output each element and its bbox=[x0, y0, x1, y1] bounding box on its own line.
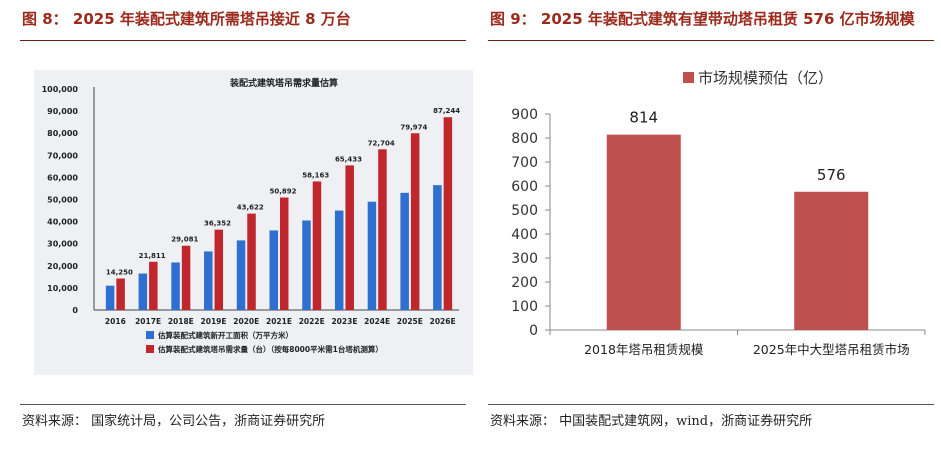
figure8-data-label: 65,433 bbox=[335, 155, 362, 163]
figure8-bar-tower-crane bbox=[280, 197, 289, 310]
figure9-title-rule bbox=[488, 40, 934, 41]
figure8-y-tick: 0 bbox=[72, 306, 78, 315]
figure8-data-label: 43,622 bbox=[237, 204, 264, 212]
figure8-bar-area bbox=[171, 262, 180, 310]
figure8-bar-area bbox=[138, 273, 148, 310]
figure8-x-tick: 2018E bbox=[168, 317, 194, 326]
figure8-bar-area bbox=[334, 210, 344, 310]
figure8-x-tick: 2020E bbox=[233, 317, 259, 326]
figure8-bar-tower-crane bbox=[378, 149, 387, 310]
figure8-bar-area bbox=[204, 251, 213, 310]
figure8-legend-label: 估算装配式建筑塔吊需求量（台）（按每8000平米需1台塔机测算） bbox=[157, 344, 383, 354]
figure9-source: 资料来源： 中国装配式建筑网，wind，浙商证券研究所 bbox=[490, 414, 813, 429]
figure8-bar-tower-crane bbox=[345, 165, 354, 310]
figure8-y-tick: 60,000 bbox=[47, 173, 78, 182]
figure8-x-tick: 2023E bbox=[331, 317, 357, 326]
figure8-data-label: 72,704 bbox=[368, 139, 395, 147]
figure8-data-label: 21,811 bbox=[139, 252, 166, 260]
figure9-legend-label: 市场规模预估（亿） bbox=[698, 69, 833, 87]
figure9-x-tick: 2025年中大型塔吊租赁市场 bbox=[753, 342, 910, 357]
figure9-title: 图 9： 2025 年装配式建筑有望带动塔吊租赁 576 亿市场规模 bbox=[490, 10, 915, 28]
figure8-y-tick: 100,000 bbox=[42, 85, 79, 94]
figure8-x-tick: 2026E bbox=[430, 317, 456, 326]
figure8-x-tick: 2024E bbox=[364, 317, 390, 326]
figure8-data-label: 50,892 bbox=[269, 188, 296, 196]
figure9-y-tick: 0 bbox=[529, 323, 538, 339]
figure8-legend-swatch bbox=[146, 345, 154, 353]
figure9-y-tick: 300 bbox=[511, 251, 538, 267]
figure8-source-rule bbox=[20, 404, 466, 405]
figure8-title: 图 8： 2025 年装配式建筑所需塔吊接近 8 万台 bbox=[22, 10, 351, 28]
figure9-y-tick: 400 bbox=[511, 227, 538, 243]
figure8-bar-area bbox=[400, 192, 409, 310]
figure8-chart-photo: 装配式建筑塔吊需求量估算 100,000 90,000 80,000 70,000 60,… bbox=[34, 70, 473, 375]
figure8-y-tick: 90,000 bbox=[47, 107, 78, 116]
figure9-data-label: 576 bbox=[817, 166, 846, 184]
figure8-x-tick: 2025E bbox=[397, 317, 423, 326]
figure9-chart-area: 市场规模预估（亿） 900 800 700 600 500 400 300 200 100 0 814… bbox=[480, 60, 941, 400]
figure8-y-tick: 70,000 bbox=[47, 151, 78, 160]
figure8-x-tick: 2019E bbox=[201, 317, 227, 326]
figure8-data-label: 36,352 bbox=[204, 220, 231, 228]
figure8-bar-area bbox=[367, 201, 377, 310]
figure8-source: 资料来源： 国家统计局，公司公告，浙商证券研究所 bbox=[22, 414, 326, 429]
figure8-x-tick: 2016 bbox=[105, 317, 126, 326]
figure9-bar bbox=[606, 134, 681, 330]
figure8-y-tick: 10,000 bbox=[47, 284, 78, 293]
figure8-legend-label: 估算装配式建筑新开工面积（万平方米） bbox=[157, 330, 293, 340]
figure8-bar-tower-crane bbox=[116, 278, 125, 310]
figure8-bar-tower-crane bbox=[181, 245, 191, 310]
figure8-data-label: 29,081 bbox=[171, 236, 198, 244]
figure8-bar-tower-crane bbox=[312, 181, 322, 310]
figure9-chart: 市场规模预估（亿） 900 800 700 600 500 400 300 200 100 0 814… bbox=[511, 69, 926, 357]
figure8-legend-swatch bbox=[146, 331, 154, 339]
figure8-y-tick: 40,000 bbox=[47, 218, 78, 227]
figure8-bar-tower-crane bbox=[247, 213, 256, 310]
figure8-data-label: 14,250 bbox=[106, 269, 133, 277]
figure8-x-tick: 2021E bbox=[266, 317, 292, 326]
figure9-bar bbox=[794, 191, 869, 330]
figure8-data-label: 87,244 bbox=[433, 107, 460, 115]
figure9-y-tick: 800 bbox=[511, 131, 538, 147]
figure9-source-rule bbox=[488, 404, 934, 405]
figure8-bar-tower-crane bbox=[214, 229, 224, 310]
figure8-data-label: 58,163 bbox=[302, 171, 329, 179]
figure9-y-tick: 600 bbox=[511, 179, 538, 195]
figure8-y-tick: 50,000 bbox=[47, 196, 78, 205]
figure8-chart: 装配式建筑塔吊需求量估算 100,000 90,000 80,000 70,000 60,… bbox=[42, 77, 461, 354]
figure8-bar-tower-crane bbox=[443, 117, 453, 310]
figure8-y-tick: 80,000 bbox=[47, 129, 78, 138]
figure8-y-tick: 20,000 bbox=[47, 262, 78, 271]
figure8-bar-tower-crane bbox=[410, 133, 420, 310]
figure9-data-label: 814 bbox=[629, 109, 658, 127]
figure9-y-tick: 900 bbox=[511, 107, 538, 123]
figure8-x-tick: 2022E bbox=[299, 317, 325, 326]
figure8-bar-area bbox=[302, 220, 311, 310]
figure8-bar-area bbox=[105, 285, 115, 310]
figure8-bar-area bbox=[236, 240, 246, 310]
figure8-bar-area bbox=[269, 230, 278, 310]
figure8-bar-tower-crane bbox=[149, 261, 158, 310]
figure8-data-label: 79,974 bbox=[400, 123, 427, 131]
figure9-y-tick: 700 bbox=[511, 155, 538, 171]
figure9-y-tick: 100 bbox=[511, 299, 538, 315]
figure8-title-rule bbox=[20, 40, 466, 41]
figure8-chart-title: 装配式建筑塔吊需求量估算 bbox=[229, 77, 338, 89]
figure9-y-tick: 200 bbox=[511, 275, 538, 291]
figure9-legend-swatch bbox=[683, 72, 694, 83]
figure8-y-tick: 30,000 bbox=[47, 240, 78, 249]
figure9-y-tick: 500 bbox=[511, 203, 538, 219]
figure8-x-tick: 2017E bbox=[135, 317, 161, 326]
figure9-x-tick: 2018年塔吊租赁规模 bbox=[584, 342, 704, 357]
figure8-bar-area bbox=[433, 185, 442, 310]
